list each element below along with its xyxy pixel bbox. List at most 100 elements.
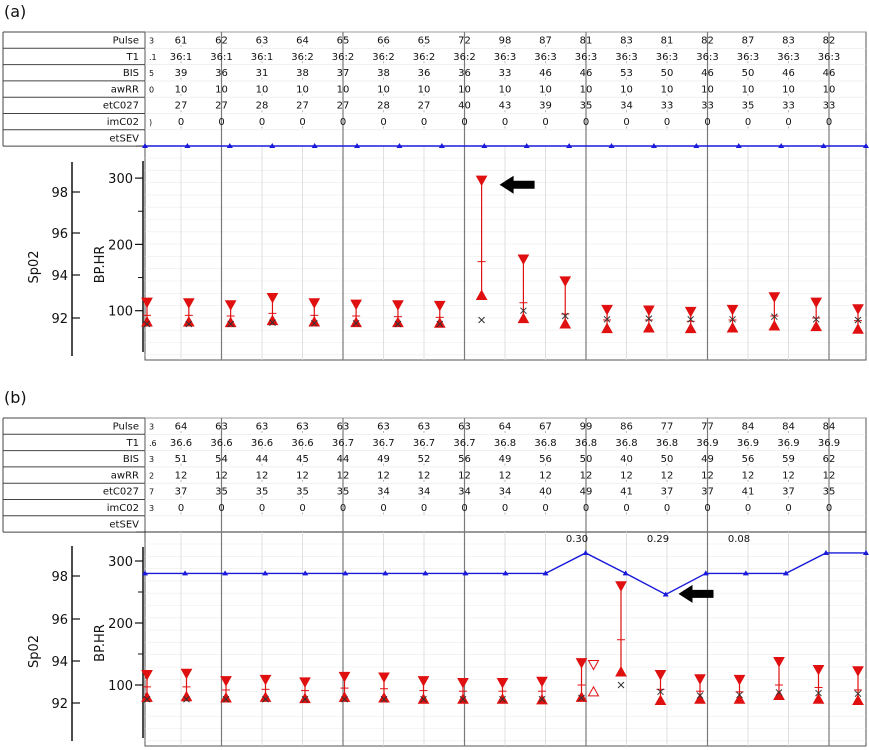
- hr-marker: [696, 692, 704, 699]
- cell-etC027-8: 43: [499, 101, 512, 112]
- cell-Pulse-5: 63: [377, 422, 390, 433]
- cell-imC02-15: 0: [785, 117, 791, 128]
- cell-BIS-10: 46: [580, 68, 593, 79]
- hr-marker: [420, 695, 427, 703]
- cell-etC027-9: 39: [539, 101, 552, 112]
- cell-Pulse-10: 99: [580, 422, 593, 433]
- cell-imC02-9: 0: [542, 503, 548, 514]
- hr-marker: [812, 315, 820, 323]
- cell-BIS-6: 52: [418, 454, 431, 465]
- hr-marker: [729, 315, 736, 323]
- bp-systolic-marker: [559, 276, 572, 287]
- hr-marker: [617, 681, 625, 689]
- cell-awRR-11: 12: [620, 470, 633, 481]
- blue-line-point: [311, 143, 318, 148]
- hr-marker: [352, 319, 360, 327]
- row-label-awRR: awRR: [111, 470, 139, 481]
- cell-imC02-11: 0: [623, 117, 629, 128]
- cell-etC027-16: 33: [823, 101, 836, 112]
- hr-marker: [341, 695, 348, 703]
- cell-Pulse-14: 87: [742, 36, 755, 47]
- cell-etC027-2: 35: [256, 487, 269, 498]
- cell-imC02-13: 0: [704, 503, 710, 514]
- cell-BIS-2: 44: [256, 454, 269, 465]
- blue-line-point: [822, 549, 829, 555]
- cell-awRR-0: 10: [175, 84, 188, 95]
- row-label-etC027: etC027: [103, 487, 139, 498]
- sp02-axis-label: Sp02: [27, 250, 42, 283]
- cell-Pulse-6: 63: [418, 422, 431, 433]
- cell-Pulse-14: 84: [742, 422, 755, 433]
- cell-BIS-16: 62: [823, 454, 836, 465]
- cell-etC027-10: 35: [580, 101, 593, 112]
- cell-T1-10: 36:3: [575, 52, 597, 63]
- sp02-tick-label-96: 96: [51, 227, 68, 242]
- cell-T1-0: 36:1: [170, 52, 192, 63]
- cell-Pulse-4: 65: [337, 36, 350, 47]
- bp-systolic-marker: [308, 298, 321, 309]
- cell-imC02-9: 0: [542, 117, 548, 128]
- cell-awRR-6: 12: [418, 470, 431, 481]
- cell-BIS-7: 36: [458, 68, 471, 79]
- cell-etC027-0: 37: [175, 487, 188, 498]
- bp-diastolic-marker: [615, 665, 627, 677]
- cell-T1-14: 36.9: [737, 438, 759, 449]
- row-stub-mark: 7: [149, 488, 154, 497]
- cell-BIS-15: 46: [782, 68, 795, 79]
- panel-b: [2, 417, 869, 747]
- cell-awRR-8: 12: [499, 470, 512, 481]
- bp-systolic-marker: [575, 658, 588, 669]
- blue-line-point: [650, 143, 657, 148]
- hr-marker: [310, 319, 318, 327]
- bp-systolic-marker: [433, 300, 446, 312]
- hr-marker: [645, 315, 653, 323]
- hr-marker: [561, 312, 569, 320]
- cell-Pulse-12: 81: [661, 36, 674, 47]
- bp-diastolic-marker: [684, 322, 697, 334]
- hr-marker: [775, 689, 783, 696]
- cell-awRR-13: 10: [701, 84, 714, 95]
- cell-imC02-2: 0: [259, 117, 265, 128]
- cell-imC02-4: 0: [340, 503, 346, 514]
- cell-T1-1: 36.6: [210, 438, 232, 449]
- bp-diastolic-marker: [694, 693, 706, 704]
- cell-BIS-0: 39: [175, 68, 188, 79]
- blue-line-point: [582, 549, 589, 555]
- cell-BIS-15: 59: [782, 454, 795, 465]
- cell-BIS-11: 40: [620, 454, 633, 465]
- blue-line-point: [735, 143, 742, 148]
- row-label-T1: T1: [126, 52, 139, 63]
- cell-etC027-13: 37: [701, 487, 714, 498]
- bp-systolic-marker: [496, 678, 509, 689]
- bp-systolic-marker: [141, 669, 153, 681]
- hr-marker: [185, 320, 193, 328]
- cell-BIS-13: 46: [701, 68, 714, 79]
- sp02-tick-label-98: 98: [51, 570, 68, 585]
- bp-diastolic-marker: [812, 693, 825, 704]
- bp-diastolic-marker: [726, 321, 739, 333]
- cell-Pulse-2: 63: [256, 422, 269, 433]
- cell-Pulse-13: 82: [701, 36, 714, 47]
- cell-awRR-13: 12: [701, 470, 714, 481]
- cell-T1-6: 36:2: [413, 52, 435, 63]
- blue-line-point: [702, 570, 709, 576]
- blue-line-point: [142, 143, 148, 148]
- blue-line-point: [863, 549, 869, 555]
- cell-BIS-9: 56: [539, 454, 552, 465]
- cell-imC02-1: 0: [218, 117, 224, 128]
- blue-line-point: [542, 570, 549, 576]
- cell-etC027-1: 27: [215, 101, 228, 112]
- bp-tick-label-200: 200: [108, 617, 133, 632]
- cell-imC02-15: 0: [785, 503, 791, 514]
- cell-imC02-10: 0: [583, 503, 589, 514]
- blue-line-point: [566, 143, 573, 148]
- cell-T1-5: 36.7: [372, 438, 394, 449]
- bp-systolic-marker: [338, 671, 351, 683]
- hr-marker: [183, 695, 190, 703]
- cell-T1-2: 36.6: [251, 438, 273, 449]
- bp-diastolic-marker: [852, 694, 864, 705]
- cell-awRR-7: 12: [458, 470, 471, 481]
- bp-diastolic-marker: [601, 322, 613, 334]
- cell-T1-16: 36:3: [818, 52, 840, 63]
- bp-diastolic-marker: [299, 692, 311, 704]
